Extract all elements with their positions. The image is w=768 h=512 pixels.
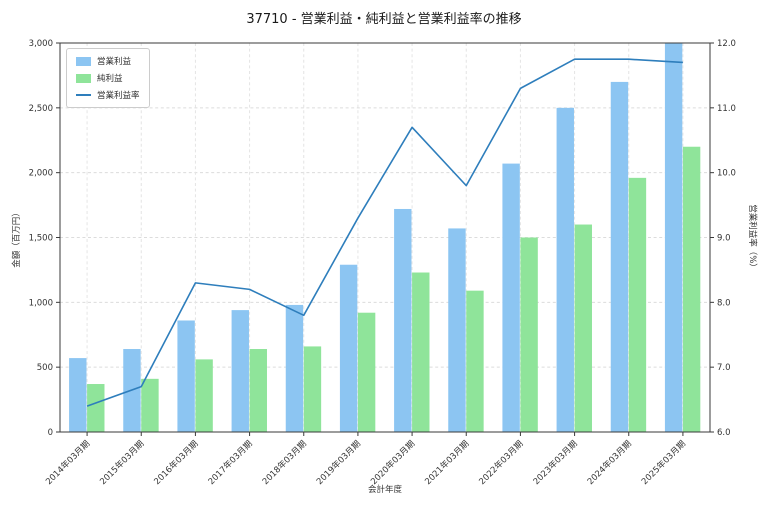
x-tick-label: 2014年03月期 [43,438,92,487]
bar-net-profit-4 [303,346,322,432]
bar-net-profit-1 [141,378,159,432]
bar-operating-profit-10 [610,81,629,433]
x-tick-label: 2016年03月期 [152,438,201,487]
x-tick-label: 2023年03月期 [531,438,580,487]
x-axis-label: 会計年度 [367,485,403,495]
legend-swatch-operating-margin [76,94,91,96]
x-tick-label: 2015年03月期 [98,438,147,487]
x-tick-label: 2024年03月期 [585,438,634,487]
bar-operating-profit-0 [69,358,87,432]
y-tick-label-right: 6.0 [717,428,731,438]
y-tick-label-right: 11.0 [717,104,736,114]
y-tick-label-left: 1,500 [29,234,53,244]
y-tick-label-right: 8.0 [717,298,731,308]
bar-net-profit-5 [357,312,376,432]
x-tick-label: 2020年03月期 [368,438,417,487]
legend: 営業利益 純利益 営業利益率 [66,48,150,108]
legend-label-operating-margin: 営業利益率 [97,91,140,101]
y-tick-label-left: 500 [37,363,53,373]
legend-swatch-net-profit [76,73,91,83]
y-tick-label-right: 7.0 [717,363,731,373]
x-tick-label: 2021年03月期 [423,438,472,487]
bar-net-profit-0 [87,384,105,432]
bar-operating-profit-8 [502,163,520,432]
y-tick-label-right: 10.0 [717,169,736,179]
bar-operating-profit-7 [448,228,466,432]
x-tick-label: 2025年03月期 [639,438,688,487]
bar-net-profit-6 [412,272,430,432]
bar-operating-profit-3 [231,310,249,432]
legend-label-net-profit: 純利益 [97,74,123,84]
legend-item-operating-margin: 営業利益率 [76,89,140,101]
bar-operating-profit-2 [177,320,195,432]
legend-item-net-profit: 純利益 [76,72,140,84]
bar-net-profit-2 [195,359,213,432]
legend-label-operating-profit: 営業利益 [97,57,132,67]
bar-net-profit-8 [520,237,538,432]
y-tick-label-left: 2,000 [29,169,53,179]
x-tick-label: 2019年03月期 [314,438,363,487]
y-tick-label-left: 1,000 [29,298,53,308]
bar-net-profit-9 [574,224,592,432]
chart-title: 37710 - 営業利益・純利益と営業利益率の推移 [246,12,522,27]
x-tick-label: 2018年03月期 [260,438,309,487]
bar-net-profit-7 [466,290,484,432]
bar-operating-profit-5 [339,264,358,432]
x-tick-label: 2017年03月期 [206,438,255,487]
legend-swatch-operating-profit [76,56,91,66]
bar-operating-profit-6 [394,208,412,432]
y-tick-label-left: 2,500 [29,104,53,114]
bar-net-profit-10 [628,177,647,432]
x-tick-label: 2022年03月期 [477,438,526,487]
line-operating-margin [86,58,683,407]
bar-net-profit-3 [249,349,267,432]
bar-net-profit-11 [682,146,701,432]
y-tick-label-left: 3,000 [29,39,53,49]
legend-item-operating-profit: 営業利益 [76,55,140,67]
y-tick-label-left: 0 [48,428,53,438]
y-tick-label-right: 9.0 [717,234,731,244]
y-tick-label-right: 12.0 [717,39,736,49]
bar-operating-profit-11 [664,43,683,432]
bar-operating-profit-9 [556,107,574,432]
bar-operating-profit-4 [285,304,304,432]
